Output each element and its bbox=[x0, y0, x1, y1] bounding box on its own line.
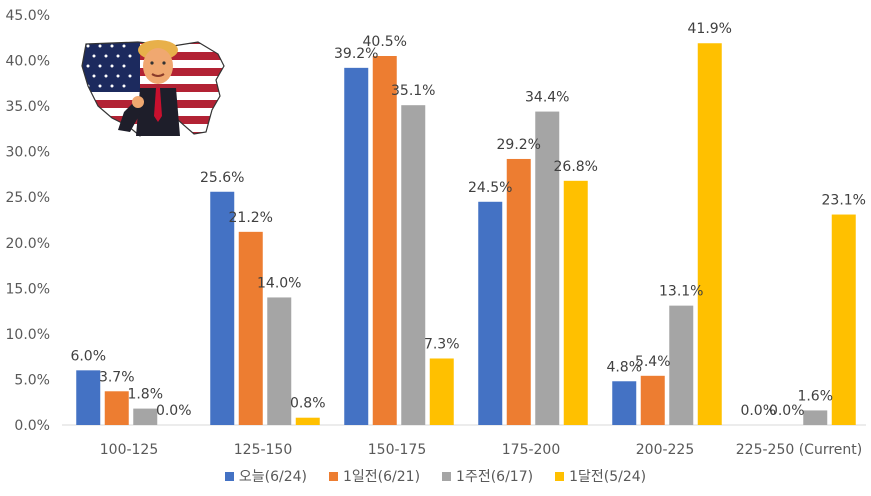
legend-label: 1일전(6/21) bbox=[343, 469, 421, 485]
y-tick-label: 30.0% bbox=[6, 145, 50, 161]
data-label: 1.6% bbox=[797, 388, 833, 404]
data-label: 4.8% bbox=[606, 359, 642, 375]
y-tick-label: 40.0% bbox=[6, 54, 50, 70]
x-tick-label: 100-125 bbox=[100, 442, 159, 458]
bar-chart: 0.0% 5.0% 10.0% 15.0% 20.0% 25.0% 30.0% 35.0% 40… bbox=[6, 8, 866, 458]
data-label: 0.0% bbox=[740, 403, 776, 419]
trump-us-flag-map-icon bbox=[81, 40, 225, 137]
y-tick-label: 5.0% bbox=[14, 372, 50, 388]
data-label: 41.9% bbox=[688, 21, 732, 37]
bar[interactable] bbox=[535, 111, 560, 426]
data-label: 13.1% bbox=[659, 284, 703, 300]
y-tick-label: 10.0% bbox=[6, 327, 50, 343]
data-labels: 6.0%3.7%1.8%0.0%25.6%21.2%14.0%0.8%39.2%… bbox=[70, 21, 866, 419]
data-label: 24.5% bbox=[468, 180, 512, 196]
bar[interactable] bbox=[76, 370, 101, 425]
data-label: 26.8% bbox=[554, 159, 598, 175]
y-tick-label: 35.0% bbox=[6, 99, 50, 115]
data-label: 39.2% bbox=[334, 46, 378, 62]
legend-swatch bbox=[442, 471, 452, 481]
legend: 오늘(6/24) 1일전(6/21) 1주전(6/17) 1달전(5/24) bbox=[0, 466, 871, 486]
data-label: 23.1% bbox=[822, 193, 866, 209]
x-tick-label: 125-150 bbox=[234, 442, 293, 458]
legend-item-1-day-ago[interactable]: 1일전(6/21) bbox=[329, 466, 420, 486]
bar[interactable] bbox=[563, 180, 588, 425]
y-tick-label: 15.0% bbox=[6, 281, 50, 297]
data-label: 0.0% bbox=[769, 403, 805, 419]
bar[interactable] bbox=[803, 410, 828, 425]
data-label: 6.0% bbox=[70, 348, 106, 364]
legend-swatch bbox=[329, 471, 339, 481]
data-label: 34.4% bbox=[525, 90, 569, 106]
data-label: 29.2% bbox=[497, 137, 541, 153]
x-tick-label: 150-175 bbox=[368, 442, 427, 458]
data-label: 7.3% bbox=[424, 336, 460, 352]
bar[interactable] bbox=[669, 305, 694, 425]
bar[interactable] bbox=[506, 158, 531, 425]
data-label: 0.0% bbox=[156, 403, 192, 419]
bar[interactable] bbox=[697, 43, 722, 425]
data-label: 5.4% bbox=[635, 354, 671, 370]
legend-swatch bbox=[224, 471, 234, 481]
legend-item-today[interactable]: 오늘(6/24) bbox=[224, 466, 308, 486]
bar[interactable] bbox=[372, 56, 397, 425]
bar[interactable] bbox=[640, 375, 665, 425]
data-label: 0.8% bbox=[290, 396, 326, 412]
data-label: 40.5% bbox=[363, 34, 407, 50]
y-tick-label: 45.0% bbox=[6, 8, 50, 24]
bars bbox=[76, 43, 856, 426]
bar[interactable] bbox=[267, 297, 292, 425]
legend-label: 1달전(5/24) bbox=[569, 469, 647, 485]
bar[interactable] bbox=[133, 408, 158, 425]
data-label: 25.6% bbox=[200, 170, 244, 186]
bar[interactable] bbox=[104, 391, 129, 425]
legend-item-1-week-ago[interactable]: 1주전(6/17) bbox=[442, 466, 533, 486]
data-label: 14.0% bbox=[257, 275, 301, 291]
legend-item-1-month-ago[interactable]: 1달전(5/24) bbox=[555, 466, 646, 486]
bar[interactable] bbox=[478, 201, 503, 425]
legend-label: 오늘(6/24) bbox=[238, 469, 308, 485]
legend-swatch bbox=[555, 471, 565, 481]
y-tick-label: 25.0% bbox=[6, 190, 50, 206]
bar[interactable] bbox=[238, 231, 263, 425]
data-label: 1.8% bbox=[127, 387, 163, 403]
y-axis: 0.0% 5.0% 10.0% 15.0% 20.0% 25.0% 30.0% 35.0% 40… bbox=[6, 8, 50, 434]
bar[interactable] bbox=[295, 417, 320, 425]
data-label: 21.2% bbox=[229, 210, 273, 226]
bar[interactable] bbox=[429, 358, 454, 425]
y-tick-label: 20.0% bbox=[6, 236, 50, 252]
bar[interactable] bbox=[401, 105, 426, 425]
bar[interactable] bbox=[210, 191, 235, 425]
bar[interactable] bbox=[344, 67, 369, 425]
bar[interactable] bbox=[831, 214, 856, 425]
data-label: 3.7% bbox=[99, 369, 135, 385]
legend-label: 1주전(6/17) bbox=[456, 469, 534, 485]
x-tick-label: 175-200 bbox=[502, 442, 561, 458]
y-tick-label: 0.0% bbox=[14, 418, 50, 434]
x-axis: 100-125 125-150 150-175 175-200 200-225 225-2… bbox=[100, 442, 862, 458]
x-tick-label: 225-250 (Current) bbox=[736, 442, 862, 458]
data-label: 35.1% bbox=[391, 83, 435, 99]
bar[interactable] bbox=[612, 381, 637, 425]
x-tick-label: 200-225 bbox=[636, 442, 695, 458]
